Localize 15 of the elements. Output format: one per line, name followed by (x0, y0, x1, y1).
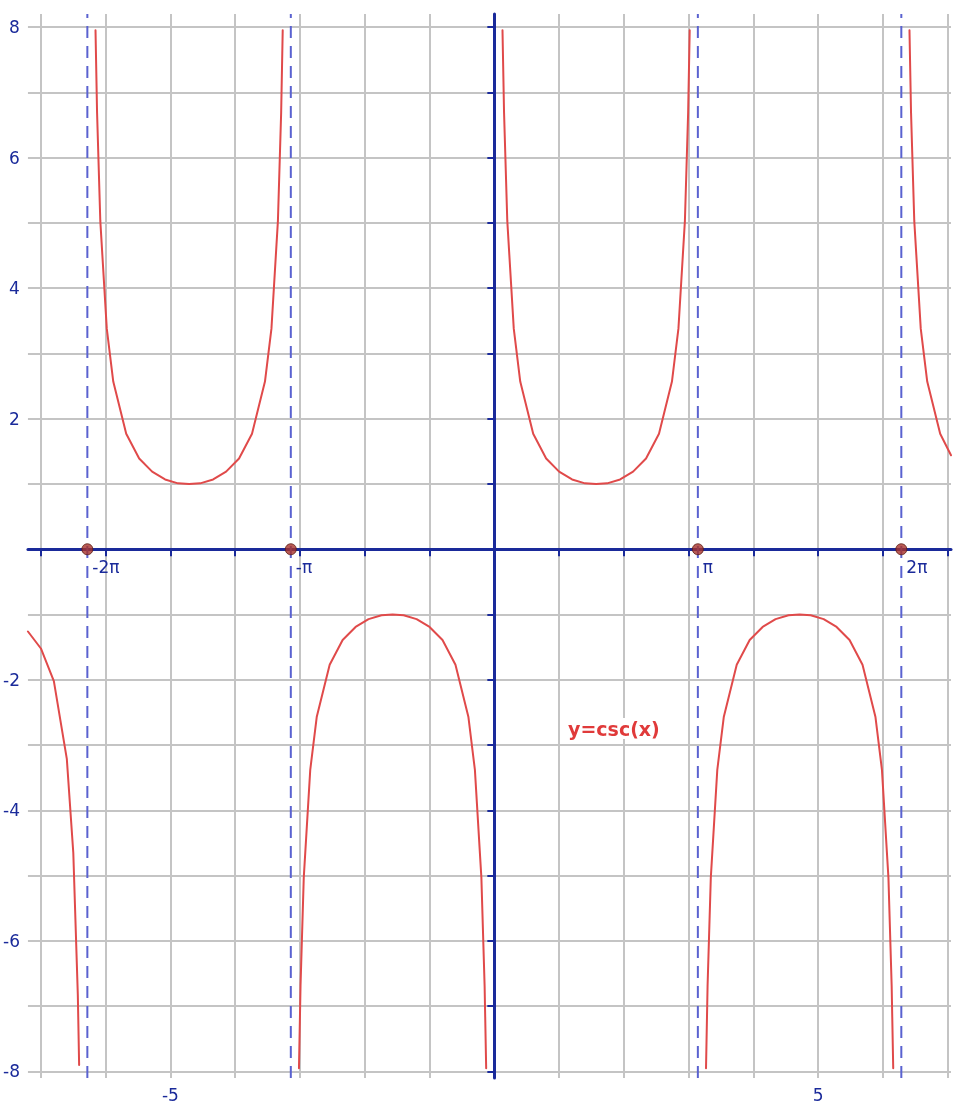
x-tick-label: 5 (812, 1084, 824, 1103)
x-tick-label: -5 (161, 1084, 179, 1103)
y-tick-label: -6 (3, 930, 20, 951)
y-tick-label: 6 (9, 147, 20, 168)
y-tick-label: 4 (9, 278, 20, 299)
y-tick-label: -2 (3, 669, 20, 690)
ref-line-label: -2π (92, 557, 120, 578)
ref-line-label: 2π (906, 557, 928, 578)
ref-line-label: π (702, 557, 714, 578)
annotation: y=csc(x) (568, 717, 660, 740)
ref-line-label: -π (295, 557, 313, 578)
y-tick-label: 2 (9, 408, 20, 429)
y-tick-label: -4 (3, 800, 20, 821)
y-tick-label: 8 (9, 17, 20, 38)
y-tick-label: -8 (3, 1061, 20, 1082)
